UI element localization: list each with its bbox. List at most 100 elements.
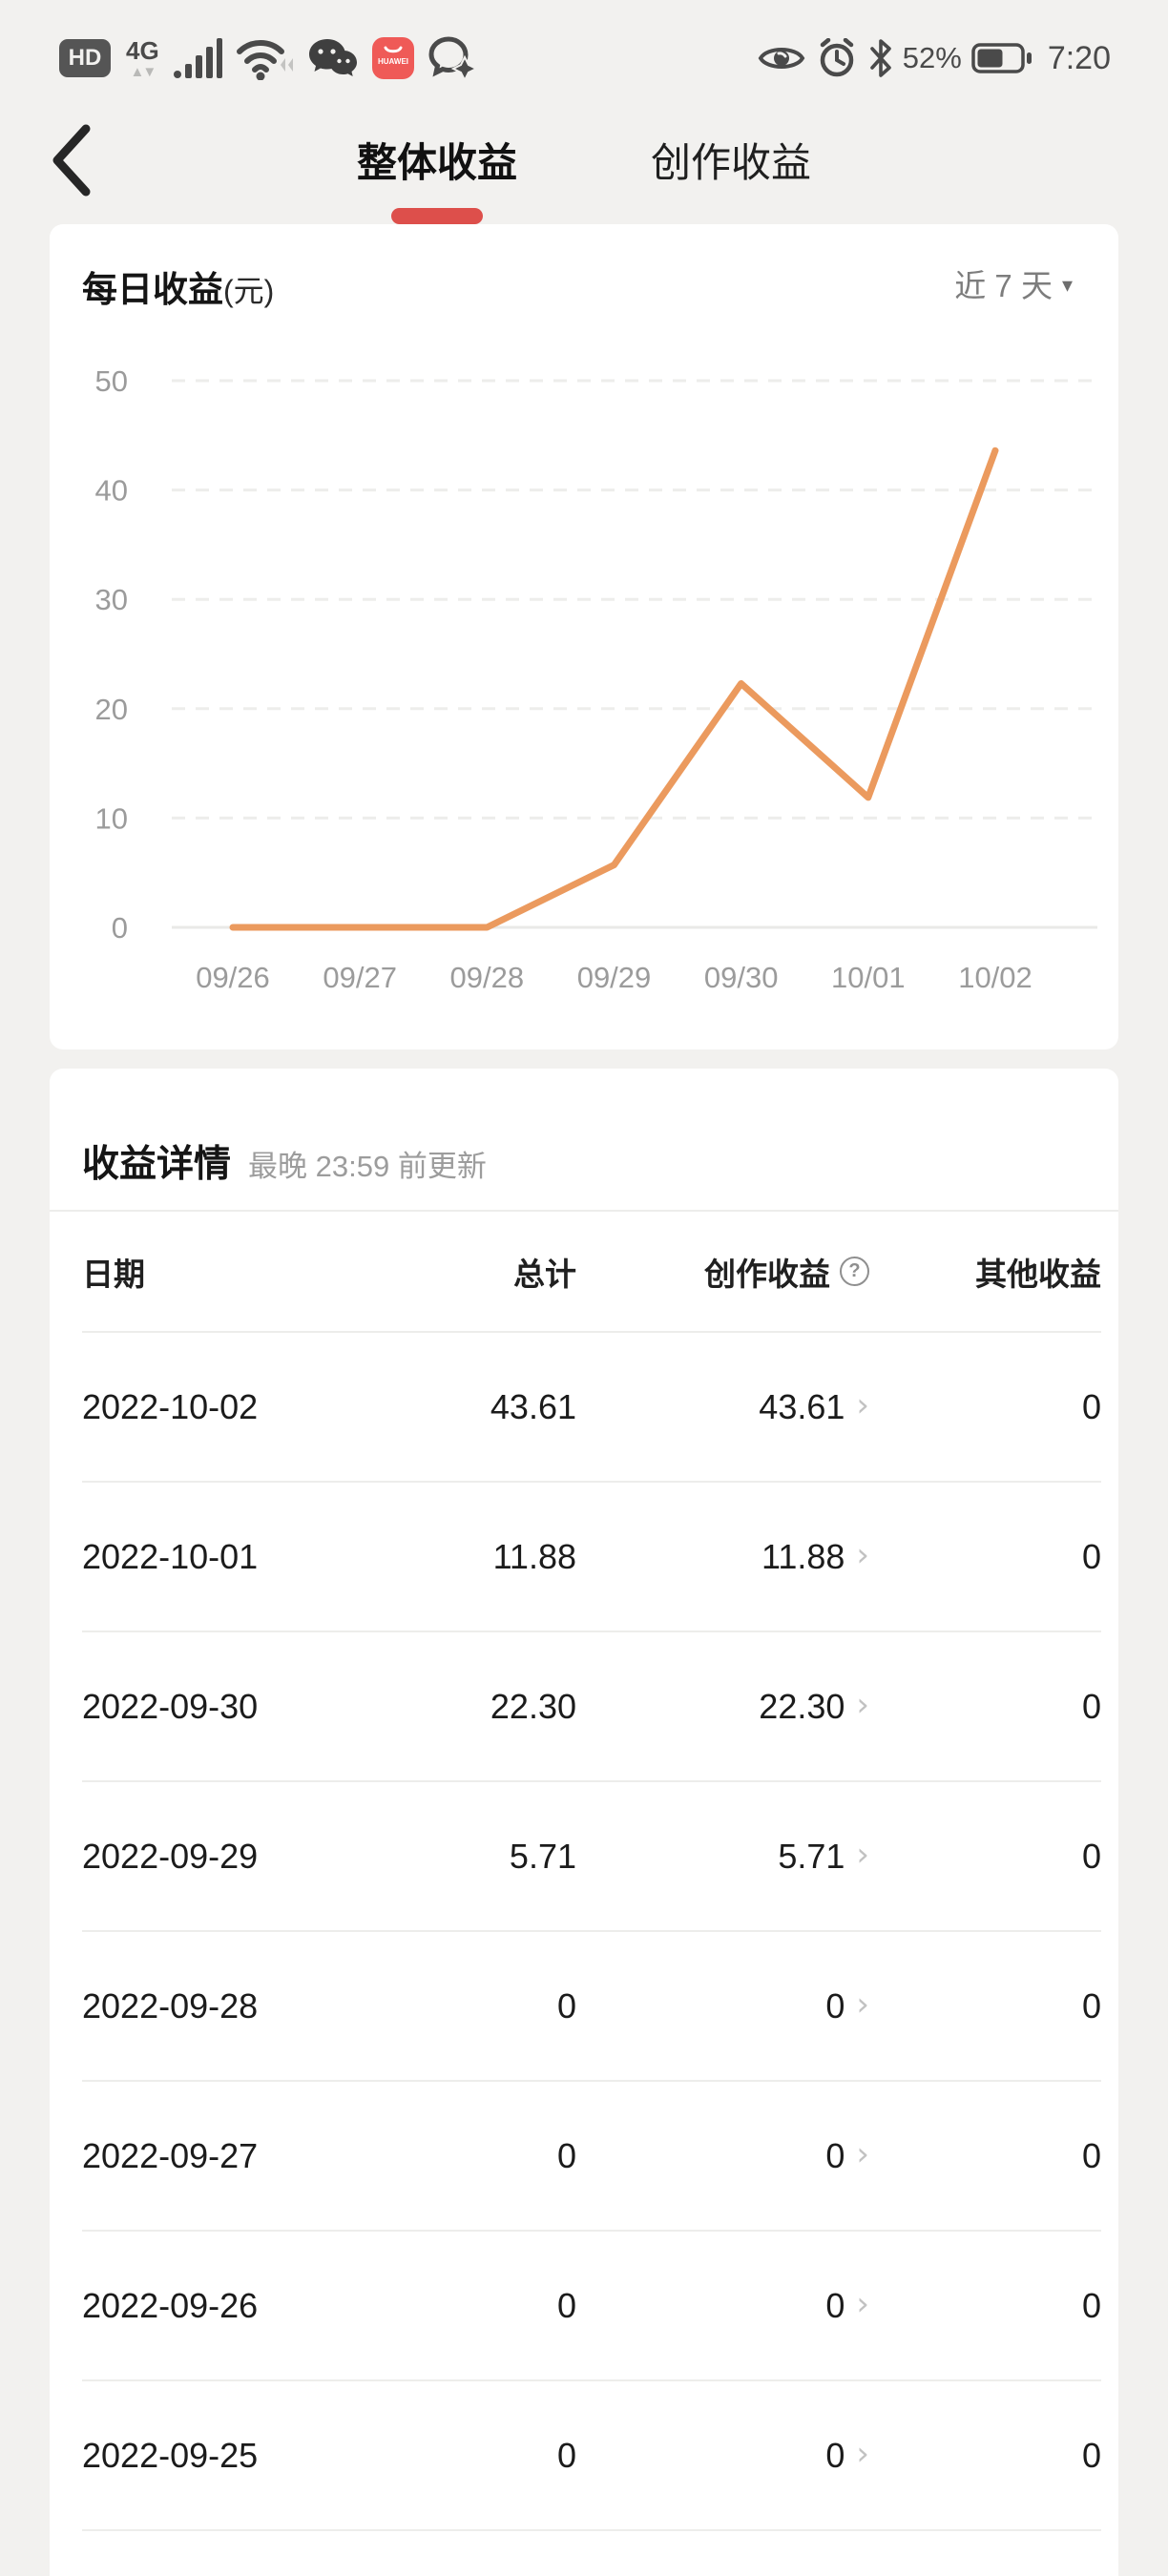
row-creation-cell[interactable]: 5.71 › — [576, 1835, 869, 1877]
y-axis-tick-label: 40 — [95, 474, 128, 508]
battery-icon — [971, 43, 1032, 73]
table-row[interactable]: 2022-09-28 0 0 › 0 — [82, 1932, 1101, 2082]
chart-title: 每日收益(元) — [82, 260, 274, 312]
row-total-value: 11.88 — [492, 1536, 576, 1576]
row-creation-cell[interactable]: 0 › — [576, 1984, 869, 2026]
table-body: 2022-10-02 43.61 43.61 › 0 2022-10-01 11… — [82, 1333, 1101, 2531]
row-other-value: 0 — [1081, 1536, 1101, 1576]
chevron-right-icon: › — [856, 1535, 869, 1574]
table-row[interactable]: 2022-10-01 11.88 11.88 › 0 — [82, 1483, 1101, 1632]
alarm-icon — [820, 38, 854, 77]
row-other-value: 0 — [1081, 2435, 1101, 2475]
table-header-row: 日期 总计 创作收益 ? 其他收益 — [82, 1212, 1101, 1333]
y-axis-tick-label: 30 — [95, 583, 128, 616]
tab-creation-income-label: 创作收益 — [651, 140, 812, 185]
row-other-value: 0 — [1081, 1836, 1101, 1876]
x-axis-tick-label: 10/02 — [958, 961, 1032, 994]
svg-text:HUAWEI: HUAWEI — [378, 57, 408, 66]
chevron-down-icon: ▾ — [1061, 273, 1073, 297]
details-title: 收益详情 — [82, 1144, 232, 1185]
row-creation-cell[interactable]: 0 › — [576, 2134, 869, 2176]
row-date: 2022-10-01 — [82, 1536, 259, 1576]
battery-percent-label: 52% — [902, 41, 962, 74]
table-row[interactable]: 2022-09-26 0 0 › 0 — [82, 2232, 1101, 2381]
row-creation-value: 0 — [825, 1985, 845, 2025]
chevron-right-icon: › — [856, 1984, 869, 2024]
row-total-value: 43.61 — [490, 1386, 576, 1426]
row-creation-cell[interactable]: 43.61 › — [576, 1386, 869, 1427]
row-total-value: 0 — [556, 2285, 576, 2325]
col-header-total: 总计 — [513, 1256, 576, 1292]
row-other-value: 0 — [1081, 1686, 1101, 1726]
x-axis-tick-label: 09/28 — [450, 961, 525, 994]
table-row[interactable]: 2022-10-02 43.61 43.61 › 0 — [82, 1333, 1101, 1483]
tab-overall-income-label: 整体收益 — [356, 140, 517, 185]
y-axis-tick-label: 20 — [95, 693, 128, 726]
y-axis-tick-label: 50 — [95, 364, 128, 398]
daily-income-line-chart: 0 10 20 30 40 50 09/26 09/27 09/28 09/29 09/30 10/0… — [95, 364, 1097, 994]
tab-group: 整体收益 创作收益 — [0, 95, 1168, 224]
date-range-selector[interactable]: 近 7 天 ▾ — [954, 260, 1073, 306]
row-total-value: 0 — [556, 2435, 576, 2475]
network-type-indicator: 4G ▲▼ — [126, 35, 159, 80]
income-line-series — [229, 447, 999, 931]
status-right-group: 52% 7:20 — [758, 38, 1111, 78]
row-other-value: 0 — [1081, 1386, 1101, 1426]
table-row[interactable]: 2022-09-29 5.71 5.71 › 0 — [82, 1782, 1101, 1932]
daily-income-chart-card: 每日收益(元) 近 7 天 ▾ 0 10 20 30 40 50 09/26 09/27 09/… — [50, 224, 1118, 1049]
x-axis-tick-label: 09/26 — [196, 961, 270, 994]
details-header: 收益详情 最晚 23:59 前更新 — [50, 1069, 1118, 1212]
back-button[interactable] — [42, 122, 99, 198]
row-total-value: 0 — [556, 1985, 576, 2025]
details-update-note: 最晚 23:59 前更新 — [248, 1150, 487, 1184]
chevron-right-icon: › — [856, 1835, 869, 1874]
tab-overall-income[interactable]: 整体收益 — [357, 95, 517, 224]
data-activity-arrows-icon: ▲▼ — [130, 63, 156, 80]
x-axis-tick-label: 09/27 — [323, 961, 397, 994]
row-creation-cell[interactable]: 11.88 › — [576, 1535, 869, 1577]
col-header-creation: 创作收益 ? — [576, 1249, 869, 1295]
x-axis-tick-label: 09/29 — [577, 961, 652, 994]
messages-sparkle-icon — [428, 36, 478, 80]
row-creation-cell[interactable]: 22.30 › — [576, 1685, 869, 1727]
status-bar: HD 4G ▲▼ — [0, 0, 1168, 95]
x-axis-tick-label: 10/01 — [831, 961, 906, 994]
row-total-value: 5.71 — [509, 1836, 576, 1876]
chevron-right-icon: › — [856, 1685, 869, 1724]
row-creation-value: 11.88 — [761, 1536, 845, 1576]
date-range-label: 近 7 天 — [954, 268, 1053, 303]
row-date: 2022-10-02 — [82, 1386, 259, 1426]
row-creation-cell[interactable]: 0 › — [576, 2284, 869, 2326]
chevron-right-icon: › — [856, 2284, 869, 2323]
chart-title-text: 每日收益 — [82, 270, 223, 309]
row-date: 2022-09-25 — [82, 2435, 259, 2475]
col-header-date: 日期 — [82, 1256, 145, 1292]
row-date: 2022-09-27 — [82, 2135, 259, 2175]
row-date: 2022-09-26 — [82, 2285, 259, 2325]
col-header-other: 其他收益 — [975, 1256, 1101, 1292]
row-creation-value: 43.61 — [759, 1386, 845, 1426]
table-row[interactable]: 2022-09-27 0 0 › 0 — [82, 2082, 1101, 2232]
clock-label: 7:20 — [1047, 39, 1111, 76]
row-creation-value: 0 — [825, 2135, 845, 2175]
row-creation-value: 0 — [825, 2435, 845, 2475]
y-axis-tick-label: 0 — [112, 911, 128, 945]
chevron-right-icon: › — [856, 2434, 869, 2473]
row-creation-value: 0 — [825, 2285, 845, 2325]
y-axis-tick-label: 10 — [95, 801, 128, 835]
bluetooth-icon — [869, 39, 891, 77]
chart-card-header: 每日收益(元) 近 7 天 ▾ — [50, 224, 1118, 312]
income-details-card: 收益详情 最晚 23:59 前更新 日期 总计 创作收益 ? 其他收益 2022… — [50, 1069, 1118, 2576]
eye-protection-icon — [758, 48, 805, 69]
hd-icon: HD — [59, 39, 111, 77]
row-other-value: 0 — [1081, 2135, 1101, 2175]
help-icon[interactable]: ? — [840, 1257, 869, 1286]
chevron-right-icon: › — [856, 2134, 869, 2173]
table-row[interactable]: 2022-09-25 0 0 › 0 — [82, 2381, 1101, 2531]
row-creation-value: 5.71 — [778, 1836, 845, 1876]
row-creation-cell[interactable]: 0 › — [576, 2434, 869, 2476]
signal-strength-icon — [173, 38, 222, 78]
table-row[interactable]: 2022-09-30 22.30 22.30 › 0 — [82, 1632, 1101, 1782]
tab-creation-income[interactable]: 创作收益 — [651, 95, 811, 224]
row-date: 2022-09-29 — [82, 1836, 259, 1876]
